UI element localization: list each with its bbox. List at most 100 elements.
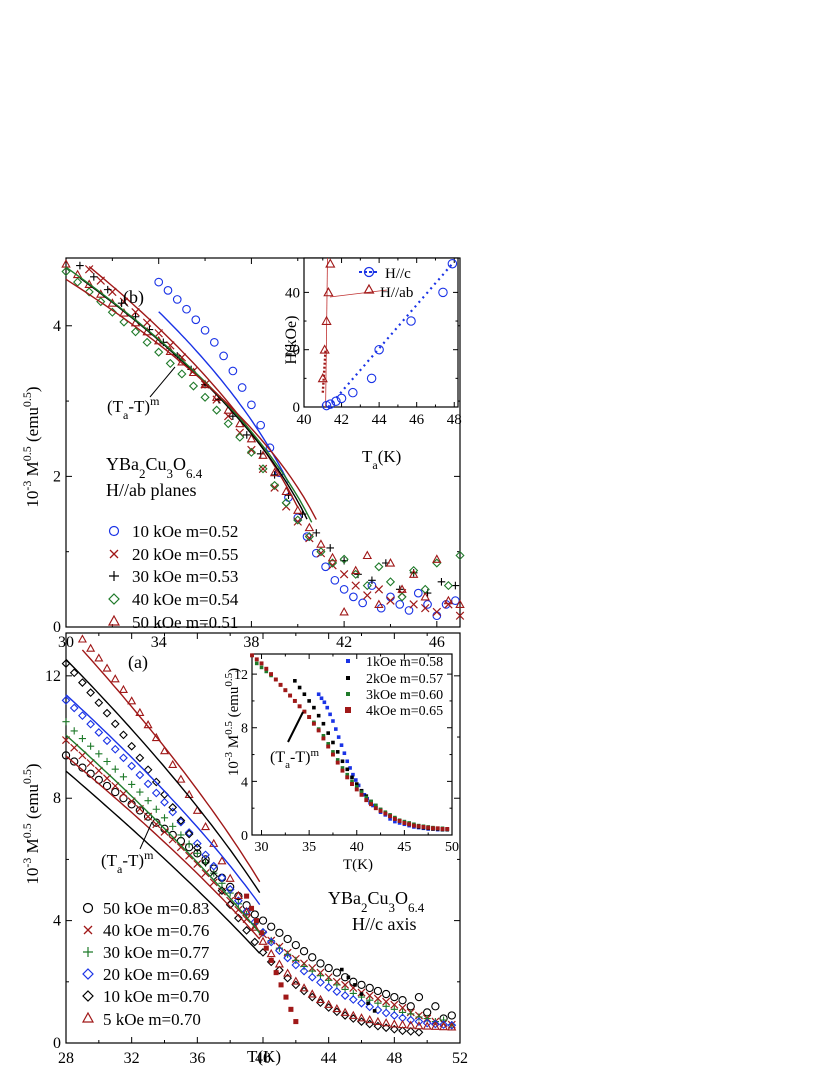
data-point <box>346 975 351 980</box>
data-point <box>254 661 259 666</box>
data-point <box>201 821 211 831</box>
data-point <box>345 767 350 772</box>
legend-item: 5 kOe m=0.70 <box>81 1010 201 1029</box>
data-point <box>374 562 384 572</box>
data-point <box>331 740 335 745</box>
x-tick-label: 35 <box>302 840 316 855</box>
data-point <box>217 873 227 883</box>
panel-b-text: (b) 10-3 M0.5 (emu0.5) (Ta-T)m YBa2Cu3O6… <box>20 287 203 508</box>
data-point <box>201 869 210 878</box>
fit-curve <box>65 770 261 954</box>
data-point <box>269 467 280 477</box>
data-point <box>316 978 325 987</box>
data-point <box>307 989 317 998</box>
data-point <box>426 825 431 830</box>
data-point <box>168 759 178 768</box>
inset-a-annotation: (Ta-T)m <box>270 747 319 771</box>
data-point <box>263 945 269 951</box>
y-tick-label: 0 <box>53 619 61 636</box>
data-point <box>191 315 201 325</box>
data-point <box>354 787 359 792</box>
x-tick-label: 52 <box>452 1050 468 1067</box>
inset-b-xlabel: Ta(K) <box>362 447 401 472</box>
data-point <box>423 1014 431 1023</box>
data-point <box>237 383 247 392</box>
data-point <box>317 373 328 383</box>
data-point <box>242 926 251 935</box>
data-point <box>223 419 233 429</box>
data-point <box>200 325 210 335</box>
data-point <box>363 591 372 600</box>
fit-curve <box>65 278 317 520</box>
data-point <box>409 600 418 609</box>
data-point <box>291 940 300 950</box>
data-point <box>95 750 103 758</box>
data-point <box>136 788 144 796</box>
legend-marker-x <box>83 925 93 935</box>
data-point <box>266 937 276 947</box>
data-point <box>281 486 291 496</box>
data-point <box>102 708 112 718</box>
data-point <box>293 505 303 514</box>
data-point <box>312 705 316 710</box>
data-point <box>319 344 330 354</box>
data-point <box>339 570 349 579</box>
inset-a-legend: 1kOe m=0.58 2kOe m=0.57 3kOe m=0.60 4kOe… <box>345 655 443 719</box>
inset-a-text: 10-3 M0.5 (emu0.5) T(K) (Ta-T)m 1kOe m=0… <box>223 655 443 873</box>
data-point <box>357 980 366 990</box>
legend-label: 2kOe m=0.57 <box>366 672 443 687</box>
data-point <box>351 581 360 590</box>
data-point <box>439 1020 448 1030</box>
data-point <box>420 591 430 601</box>
data-point <box>330 752 335 757</box>
data-point <box>127 761 137 771</box>
data-point <box>102 736 112 746</box>
data-point <box>339 607 349 616</box>
data-point <box>324 999 334 1008</box>
data-point <box>160 814 169 822</box>
data-point <box>335 760 340 765</box>
panel-b-annotation: (Ta-T)m <box>107 394 160 422</box>
data-point <box>70 757 79 766</box>
data-point <box>84 287 94 297</box>
data-point <box>193 859 202 869</box>
legend-marker-diamond <box>108 593 120 605</box>
data-point <box>110 719 120 729</box>
data-point <box>128 780 136 789</box>
data-point <box>357 998 366 1008</box>
data-point <box>135 753 145 763</box>
data-point <box>250 937 260 947</box>
data-point <box>350 779 354 784</box>
legend-label: 50 kOe m=0.51 <box>132 613 238 632</box>
data-point <box>324 963 333 973</box>
data-point <box>332 968 342 977</box>
legend-label: 3kOe m=0.60 <box>366 688 443 703</box>
data-point <box>111 765 119 773</box>
data-point <box>348 1014 358 1023</box>
data-point <box>332 987 342 996</box>
data-point <box>374 344 384 355</box>
data-point <box>369 799 373 804</box>
data-point <box>225 873 235 882</box>
legend-item: 50 kOe m=0.51 <box>107 613 238 632</box>
data-point <box>267 922 276 931</box>
data-point <box>404 606 414 615</box>
data-point <box>339 554 349 564</box>
plot-frame <box>65 632 461 1044</box>
data-point <box>348 1010 358 1019</box>
data-point <box>414 1017 424 1026</box>
data-point <box>209 861 219 871</box>
inset-b-ylabel: H(kOe) <box>283 316 300 365</box>
data-point <box>176 774 186 783</box>
data-point <box>422 1018 432 1028</box>
data-point <box>119 730 128 740</box>
data-point <box>455 599 465 608</box>
data-point <box>78 678 87 687</box>
legend-label: H//ab <box>380 285 413 301</box>
data-point <box>340 991 350 1000</box>
data-point <box>172 295 182 304</box>
data-point <box>366 373 377 384</box>
inset-a-annotation-pointer <box>287 711 304 743</box>
data-point <box>307 715 312 719</box>
